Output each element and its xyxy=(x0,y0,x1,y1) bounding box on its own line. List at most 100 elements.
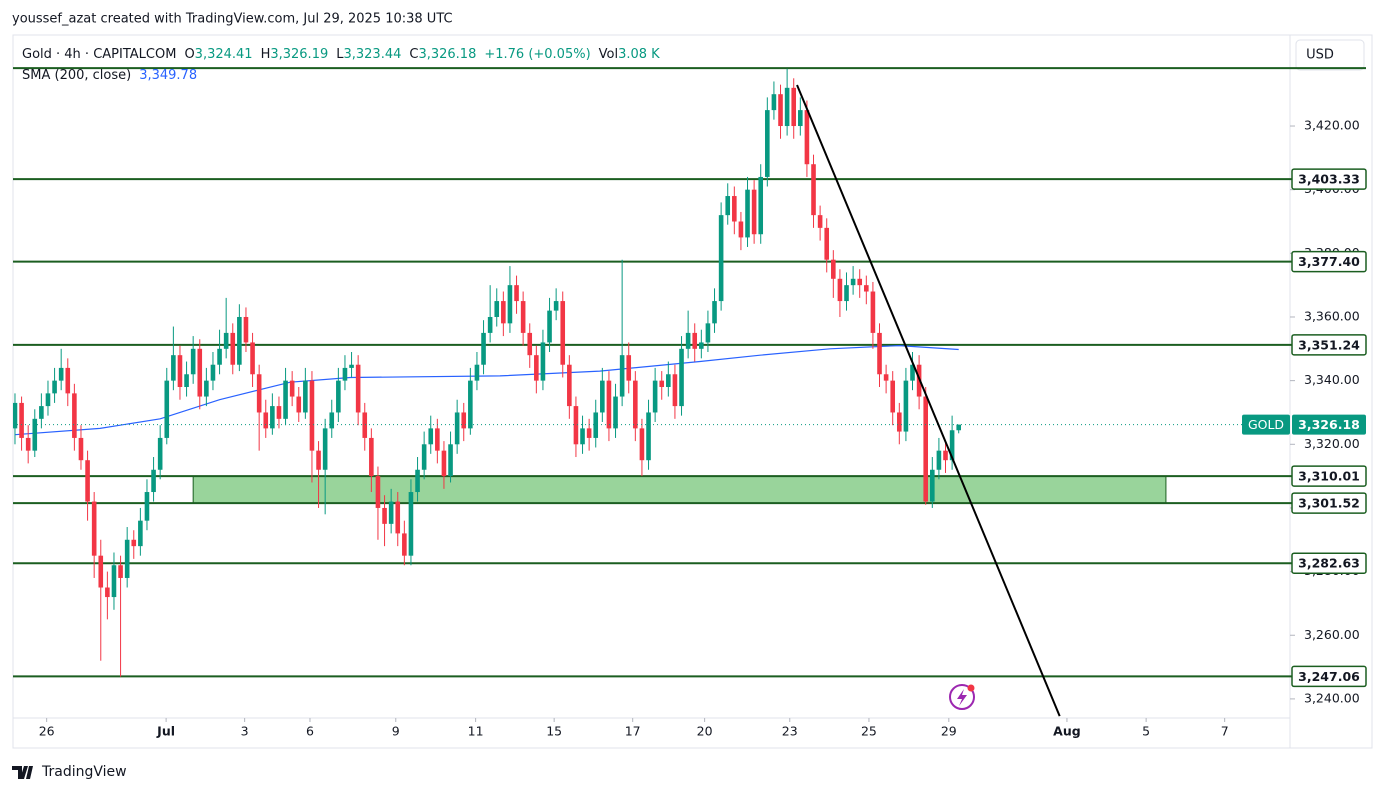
legend-key: Vol xyxy=(599,47,618,62)
candle-body xyxy=(111,565,117,598)
candle-body xyxy=(864,285,869,292)
level-label-box xyxy=(1291,465,1367,487)
candle-body xyxy=(837,278,843,302)
candle-body xyxy=(679,348,684,407)
candle-body xyxy=(19,402,24,438)
candle-body xyxy=(461,412,467,429)
candle-body xyxy=(32,418,38,451)
candle-body xyxy=(883,374,889,381)
candle-body xyxy=(303,380,308,413)
candle-body xyxy=(65,367,71,394)
candle-body xyxy=(210,364,216,381)
candle-body xyxy=(936,450,942,470)
candle-body xyxy=(560,301,566,365)
candle-body xyxy=(256,374,262,413)
candle-body xyxy=(685,332,691,349)
candle-body xyxy=(573,406,579,445)
candle-body xyxy=(903,380,909,432)
currency-button[interactable] xyxy=(1295,39,1365,71)
x-tick-label: 6 xyxy=(306,724,314,739)
candle-body xyxy=(177,355,183,388)
candle-body xyxy=(804,110,810,165)
candle-body xyxy=(448,444,453,477)
legend-value: 3,326.18 xyxy=(418,47,476,62)
candle-body xyxy=(586,428,592,438)
y-tick-label: 3,340.00 xyxy=(1304,372,1360,387)
legend: Gold · 4h · CAPITALCOM O3,324.41 H3,326.19… xyxy=(22,47,660,83)
y-tick-label: 3,240.00 xyxy=(1304,690,1360,705)
candle-body xyxy=(593,412,599,438)
candle-body xyxy=(316,450,321,470)
candle-body xyxy=(197,348,203,397)
x-tick-label: 26 xyxy=(39,724,55,739)
icon-bolt[interactable] xyxy=(957,689,967,706)
legend-key: H xyxy=(261,47,271,62)
candle-body xyxy=(171,355,176,381)
candle-body xyxy=(666,374,671,388)
candle-body xyxy=(415,469,420,493)
candle-body xyxy=(857,278,863,286)
candle-body xyxy=(718,215,724,302)
candle-body xyxy=(349,364,354,368)
candle-body xyxy=(45,393,51,407)
icon-ring[interactable] xyxy=(949,684,975,710)
candle-body xyxy=(402,533,407,556)
icon-dot[interactable] xyxy=(967,684,975,692)
candle-body xyxy=(672,374,678,407)
symbol-label: GOLD xyxy=(1248,417,1284,432)
support-zone xyxy=(192,475,1167,504)
candle-body xyxy=(699,342,704,349)
candle-body xyxy=(382,507,387,524)
candle-body xyxy=(547,310,552,343)
candle-body xyxy=(507,285,513,324)
candle-body xyxy=(151,469,156,493)
last-price-box xyxy=(1292,414,1366,435)
currency[interactable]: USD xyxy=(1306,48,1334,63)
candle-body xyxy=(600,380,605,413)
chart-frame xyxy=(12,34,1373,749)
candle-body xyxy=(501,301,506,324)
candle-body xyxy=(534,355,539,381)
candle-body xyxy=(831,259,836,279)
candle-body xyxy=(619,355,625,397)
plot xyxy=(13,67,1290,717)
candle-body xyxy=(758,176,764,235)
legend-key: C xyxy=(409,47,418,62)
x-tick-label: Jul xyxy=(156,724,175,739)
candle-body xyxy=(514,285,519,302)
y-tick-label: 3,420.00 xyxy=(1304,118,1360,133)
credit: youssef_azat created with TradingView.co… xyxy=(12,12,453,27)
candle-body xyxy=(765,110,770,177)
candle-body xyxy=(223,332,229,349)
candle-body xyxy=(930,469,935,502)
x-tick-label: 25 xyxy=(861,724,877,739)
legend-change: +1.76 (+0.05%) xyxy=(484,47,590,62)
candle-body xyxy=(309,380,315,451)
candle-body xyxy=(289,380,295,397)
candle-body xyxy=(553,301,559,311)
candle-body xyxy=(540,342,546,381)
last-price-label: 3,326.18 xyxy=(1298,417,1360,432)
candle-body xyxy=(606,380,612,429)
lightning-icon[interactable] xyxy=(949,684,975,710)
x-tick-label: 3 xyxy=(241,724,249,739)
candle-body xyxy=(369,437,374,477)
x-tick-label: 7 xyxy=(1221,724,1229,739)
candle-body xyxy=(230,332,236,365)
candle-body xyxy=(421,444,427,470)
candle-body xyxy=(626,355,632,381)
candle-body xyxy=(633,380,638,429)
candle-body xyxy=(817,215,823,228)
brand: TradingView xyxy=(41,764,127,780)
candle-body xyxy=(58,367,64,381)
x-tick-label: Aug xyxy=(1053,724,1081,739)
candle-body xyxy=(124,539,130,578)
symbol-label-box xyxy=(1242,414,1290,435)
candle-body xyxy=(646,412,651,461)
candle-body xyxy=(567,364,572,407)
candle-body xyxy=(157,437,163,470)
candle-body xyxy=(72,393,77,438)
x-tick-label: 5 xyxy=(1142,724,1150,739)
candle-body xyxy=(481,332,486,365)
